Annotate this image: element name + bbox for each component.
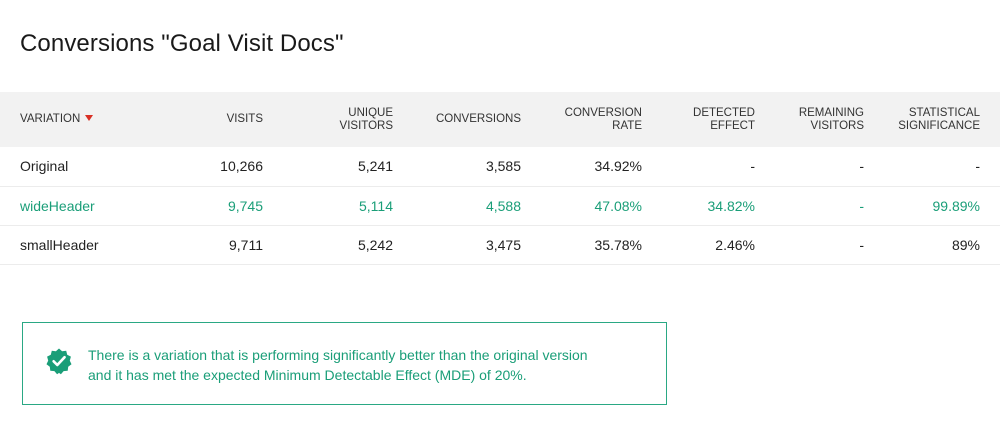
column-header-label-line: DETECTED: [693, 106, 755, 119]
cell-remaining-visitors: -: [859, 158, 864, 175]
cell-detected-effect: 34.82%: [707, 197, 755, 214]
column-header-label-line: VISITORS: [339, 119, 393, 132]
column-header-label-line: REMAINING: [798, 106, 864, 119]
table-header-row: VARIATION VISITS UNIQUE VISITORS CONVERS…: [0, 92, 1000, 147]
column-header-conversion-rate[interactable]: CONVERSION RATE: [541, 92, 662, 147]
cell-unique-visitors: 5,242: [357, 236, 393, 253]
cell-conversion-rate: 34.92%: [594, 158, 642, 175]
success-alert: There is a variation that is performing …: [22, 322, 667, 405]
table-row: smallHeader 9,711 5,242 3,475 35.78% 2.4…: [0, 225, 1000, 264]
column-header-label-line: EFFECT: [710, 119, 755, 132]
column-header-detected-effect[interactable]: DETECTED EFFECT: [662, 92, 775, 147]
cell-conversions: 3,475: [485, 236, 521, 253]
column-header-label-line: RATE: [612, 119, 642, 132]
cell-variation: Original: [20, 158, 69, 175]
cell-variation: smallHeader: [20, 236, 99, 253]
cell-statistical-significance: 99.89%: [932, 197, 980, 214]
cell-visits: 9,745: [227, 197, 263, 214]
cell-detected-effect: -: [750, 158, 755, 175]
column-header-remaining-visitors[interactable]: REMAINING VISITORS: [775, 92, 884, 147]
column-header-label-line: UNIQUE: [348, 106, 393, 119]
table-row-winner: wideHeader 9,745 5,114 4,588 47.08% 34.8…: [0, 186, 1000, 225]
column-header-visits[interactable]: VISITS: [160, 92, 283, 147]
column-header-statistical-significance[interactable]: STATISTICAL SIGNIFICANCE: [884, 92, 1000, 147]
cell-conversion-rate: 47.08%: [594, 197, 642, 214]
column-header-unique-visitors[interactable]: UNIQUE VISITORS: [283, 92, 413, 147]
column-header-label: CONVERSIONS: [436, 113, 521, 125]
column-header-label-line: STATISTICAL: [908, 106, 980, 119]
cell-statistical-significance: 89%: [951, 236, 980, 253]
column-header-variation[interactable]: VARIATION: [0, 92, 160, 147]
cell-statistical-significance: -: [975, 158, 980, 175]
cell-unique-visitors: 5,241: [357, 158, 393, 175]
page-title: Conversions "Goal Visit Docs": [20, 30, 344, 57]
results-table: VARIATION VISITS UNIQUE VISITORS CONVERS…: [0, 92, 1000, 265]
column-header-label-line: CONVERSION: [564, 106, 642, 119]
verified-badge-icon: [46, 348, 72, 375]
alert-message: There is a variation that is performing …: [88, 345, 658, 385]
column-header-label-line: SIGNIFICANCE: [898, 119, 980, 132]
cell-unique-visitors: 5,114: [359, 197, 393, 214]
column-header-conversions[interactable]: CONVERSIONS: [413, 92, 541, 147]
sort-descending-icon: [85, 115, 94, 121]
cell-conversions: 4,588: [485, 197, 521, 214]
cell-visits: 9,711: [229, 236, 263, 253]
alert-message-line: and it has met the expected Minimum Dete…: [88, 367, 527, 383]
table-row: Original 10,266 5,241 3,585 34.92% - - -: [0, 147, 1000, 186]
cell-variation: wideHeader: [20, 197, 95, 214]
column-header-label: VISITS: [226, 113, 263, 125]
cell-conversions: 3,585: [485, 158, 521, 175]
column-header-label: VARIATION: [20, 113, 81, 125]
column-header-label-line: VISITORS: [810, 119, 864, 132]
cell-remaining-visitors: -: [859, 236, 864, 253]
alert-message-line: There is a variation that is performing …: [88, 347, 588, 363]
cell-conversion-rate: 35.78%: [594, 236, 642, 253]
cell-detected-effect: 2.46%: [715, 236, 755, 253]
cell-remaining-visitors: -: [859, 197, 864, 214]
cell-visits: 10,266: [220, 158, 263, 175]
